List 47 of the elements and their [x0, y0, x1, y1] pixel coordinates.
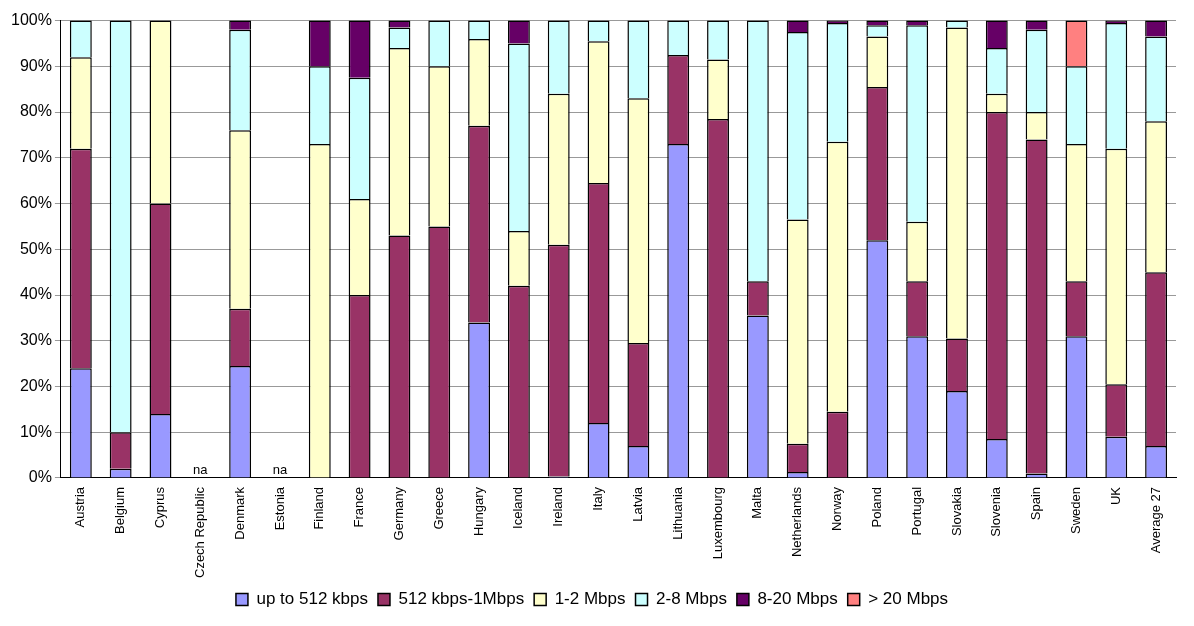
- x-tick-label: Malta: [749, 486, 765, 519]
- y-tick-label: 90%: [19, 56, 52, 74]
- legend-label: 1-2 Mbps: [554, 589, 626, 609]
- legend-label: 512 kbps-1Mbps: [398, 589, 525, 609]
- x-tick-label: Cyprus: [152, 486, 168, 529]
- x-tick-label: Czech Republic: [191, 486, 207, 578]
- y-tick-label: 0%: [28, 468, 52, 486]
- x-tick-label: Average 27: [1147, 486, 1163, 554]
- x-tick-label: France: [351, 486, 367, 528]
- y-tick-label: 60%: [19, 193, 52, 211]
- x-tick-label: Belgium: [112, 486, 128, 534]
- x-tick-label: Austria: [72, 486, 88, 528]
- y-tick-label: 20%: [19, 376, 52, 394]
- x-tick-label: Finland: [311, 486, 327, 530]
- x-tick-label: Luxembourg: [709, 486, 725, 560]
- y-tick-label: 50%: [19, 239, 52, 257]
- y-tick-label: 30%: [19, 331, 52, 349]
- x-tick-label: Slovakia: [948, 486, 964, 537]
- legend-label: 2-8 Mbps: [656, 589, 727, 609]
- x-tick-label: Denmark: [231, 486, 247, 540]
- x-tick-label: Latvia: [629, 486, 645, 522]
- legend-label: 8-20 Mbps: [757, 589, 838, 609]
- y-tick-label: 80%: [19, 102, 52, 120]
- legend-label: > 20 Mbps: [868, 589, 949, 609]
- x-tick-label: Norway: [829, 486, 845, 532]
- y-tick-label: 70%: [19, 148, 52, 166]
- y-tick-label: 10%: [19, 422, 52, 440]
- x-tick-label: Hungary: [470, 486, 486, 537]
- x-tick-label: Italy: [590, 486, 606, 511]
- x-tick-label: UK: [1107, 486, 1123, 506]
- y-tick-label: 40%: [19, 285, 52, 303]
- y-tick-label: 100%: [11, 11, 52, 29]
- x-tick-label: Germany: [391, 486, 407, 541]
- x-tick-label: Greece: [430, 486, 446, 530]
- x-tick-label: Netherlands: [789, 486, 805, 558]
- x-tick-label: Iceland: [510, 486, 526, 529]
- annotation: na: [272, 462, 288, 478]
- x-tick-label: Estonia: [271, 486, 287, 531]
- x-tick-label: Poland: [868, 486, 884, 528]
- x-tick-label: Sweden: [1068, 486, 1084, 534]
- annotation: na: [193, 462, 209, 478]
- x-tick-label: Spain: [1028, 486, 1044, 521]
- x-tick-label: Lithuania: [669, 486, 685, 540]
- x-tick-label: Ireland: [550, 486, 566, 527]
- x-tick-label: Portugal: [908, 486, 924, 536]
- legend-label: up to 512 kbps: [256, 589, 368, 609]
- x-tick-label: Slovenia: [988, 486, 1004, 537]
